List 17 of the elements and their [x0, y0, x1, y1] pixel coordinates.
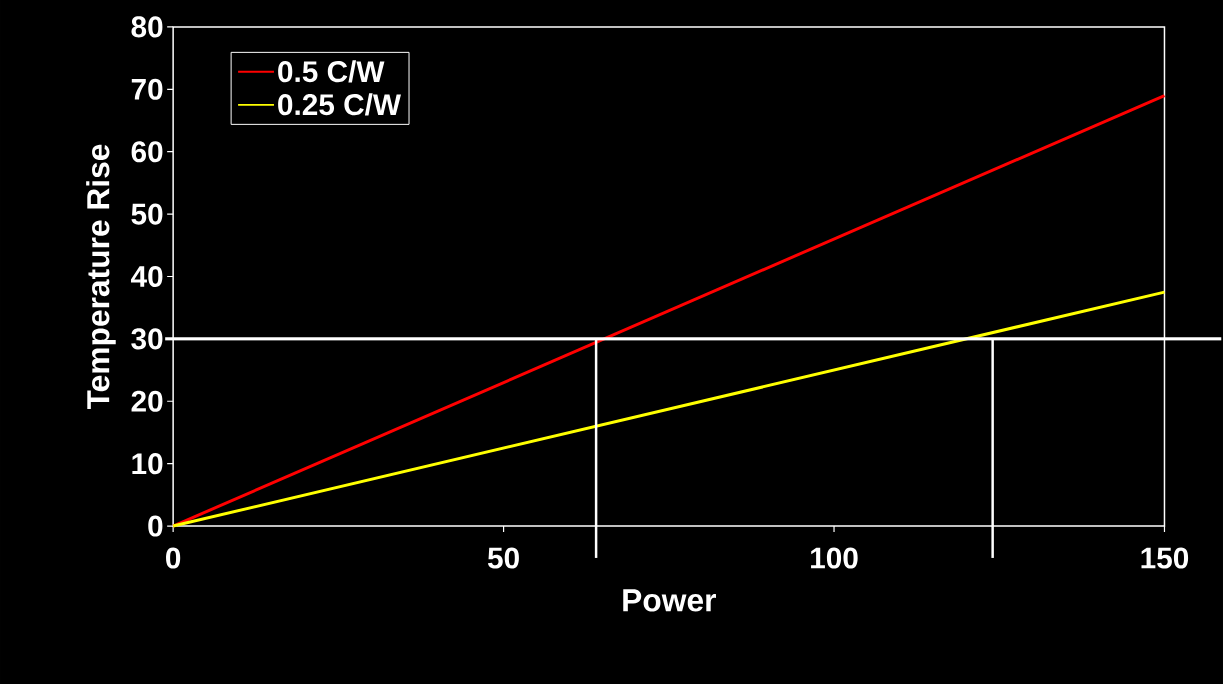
- x-axis-title: Power: [623, 589, 716, 612]
- legend-label: 0.5 C/W: [278, 60, 385, 83]
- y-tick-label: 10: [132, 452, 163, 474]
- y-tick-label: 60: [131, 140, 163, 162]
- x-tick-label: 100: [811, 547, 858, 569]
- y-tick-label: 20: [131, 390, 163, 412]
- x-tick-label: 0: [166, 547, 181, 569]
- legend-label: 0.25 C/W: [278, 93, 401, 116]
- y-tick-label: 30: [131, 328, 163, 350]
- y-tick-label: 70: [131, 78, 163, 100]
- y-tick-label: 0: [148, 515, 163, 537]
- y-axis-title: Temperature Rise: [86, 144, 116, 409]
- x-tick-label: 150: [1141, 547, 1189, 569]
- y-tick-label: 40: [130, 265, 163, 287]
- x-tick-label: 50: [487, 547, 519, 569]
- y-tick-label: 50: [131, 203, 163, 225]
- y-tick-label: 80: [131, 16, 163, 38]
